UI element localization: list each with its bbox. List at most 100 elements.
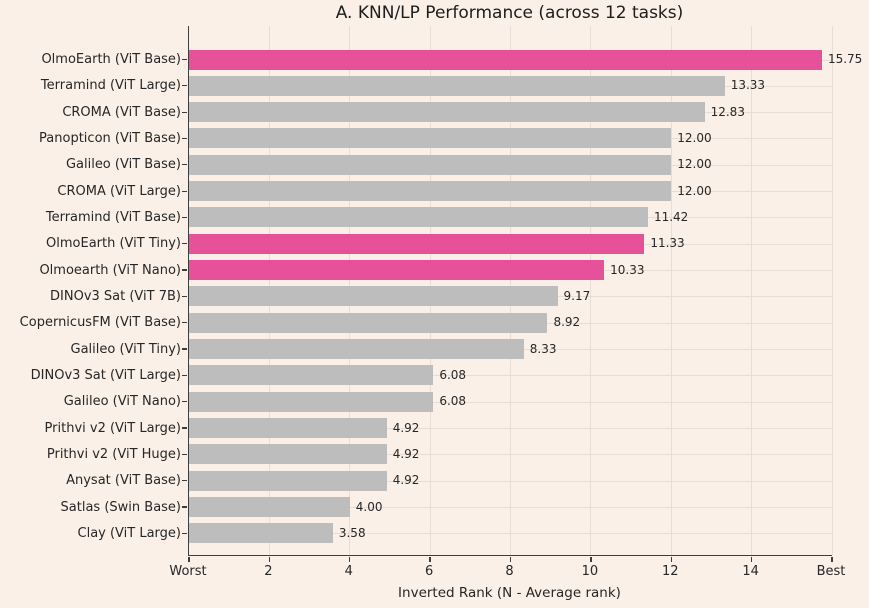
chart-bar — [189, 49, 822, 70]
x-tick-label: 4 — [344, 564, 353, 579]
chart-bar — [189, 286, 558, 307]
y-tick-mark — [182, 85, 187, 87]
y-axis-category-label: Prithvi v2 (ViT Huge) — [46, 446, 181, 462]
x-tick-mark — [831, 557, 833, 562]
chart-bar — [189, 181, 672, 202]
chart-bar — [189, 339, 524, 360]
plot-area: 15.75 13.33 12.83 12.00 12.00 12.00 11.42 11.33… — [182, 26, 862, 562]
y-tick-mark — [182, 137, 187, 140]
x-tick-label: 2 — [264, 564, 273, 579]
y-tick-mark — [182, 453, 187, 456]
gridline-horizontal — [189, 428, 832, 430]
chart-bar — [189, 102, 705, 123]
y-tick-mark — [182, 532, 187, 535]
y-tick-mark — [182, 243, 187, 245]
bar-value-label: 8.92 — [553, 315, 581, 330]
chart-bar — [189, 312, 548, 333]
gridline-vertical — [751, 26, 753, 555]
bar-value-label: 11.33 — [650, 236, 685, 251]
chart-bar — [189, 470, 387, 491]
chart-bar — [189, 260, 605, 281]
x-tick-mark — [188, 557, 190, 562]
y-axis-category-label: CROMA (ViT Large) — [57, 183, 181, 199]
bar-value-label: 3.58 — [338, 525, 366, 540]
bar-value-label: 11.42 — [653, 209, 689, 224]
x-tick-label: 12 — [661, 564, 679, 579]
x-tick-mark — [590, 557, 592, 562]
y-axis-category-label: Galileo (ViT Nano) — [63, 394, 181, 410]
gridline-horizontal — [189, 480, 832, 482]
x-tick-label: Best — [816, 564, 846, 579]
chart-bar — [189, 391, 434, 412]
y-axis-category-label: OlmoEarth (ViT Tiny) — [46, 236, 181, 252]
y-axis-category-label: CopernicusFM (ViT Base) — [19, 315, 181, 331]
y-tick-mark — [182, 164, 187, 166]
y-axis-category-label: Galileo (ViT Tiny) — [70, 341, 181, 357]
bar-value-label: 10.33 — [610, 262, 645, 277]
x-tick-mark — [349, 557, 351, 562]
chart-bar — [189, 418, 387, 439]
y-tick-mark — [182, 322, 187, 324]
chart-bar — [189, 444, 387, 465]
bar-value-label: 12.83 — [710, 104, 745, 119]
chart-bar — [189, 365, 434, 386]
chart-bar — [189, 497, 350, 518]
y-tick-mark — [182, 216, 187, 219]
y-axis-category-label: Terramind (ViT Base) — [45, 209, 181, 225]
bar-value-label: 8.33 — [529, 341, 557, 356]
x-tick-mark — [268, 557, 271, 562]
bar-value-label: 4.00 — [355, 499, 383, 514]
bar-value-label: 4.92 — [392, 473, 420, 488]
x-tick-label: 10 — [581, 564, 599, 579]
bar-value-label: 12.00 — [677, 183, 712, 198]
x-tick-mark — [750, 557, 753, 562]
bar-value-label: 15.75 — [827, 52, 863, 66]
y-axis-category-label: Satlas (Swin Base) — [60, 499, 181, 515]
chart-bar — [189, 154, 672, 175]
bar-value-label: 9.17 — [563, 288, 591, 303]
y-tick-mark — [182, 58, 187, 61]
x-tick-mark — [509, 557, 512, 562]
y-axis-category-label: Olmoearth (ViT Nano) — [39, 262, 181, 278]
x-tick-label: 8 — [505, 564, 514, 579]
gridline-horizontal — [189, 375, 832, 377]
bar-value-label: 12.00 — [677, 157, 712, 172]
y-tick-mark — [182, 374, 187, 377]
y-tick-mark — [182, 190, 187, 192]
y-tick-mark — [182, 295, 187, 298]
chart-bar — [189, 523, 333, 544]
chart-bar — [189, 207, 648, 228]
gridline-vertical — [831, 26, 833, 555]
bar-value-label: 12.00 — [677, 130, 712, 145]
x-tick-label: 14 — [742, 564, 759, 579]
y-tick-mark — [182, 480, 187, 482]
y-axis-category-label: Terramind (ViT Large) — [40, 78, 181, 94]
bar-value-label: 4.92 — [392, 420, 420, 435]
bar-value-label: 4.92 — [392, 446, 420, 461]
y-axis-category-label: Anysat (ViT Base) — [66, 473, 181, 489]
y-axis-category-label: CROMA (ViT Base) — [62, 104, 181, 120]
chart-bar — [189, 233, 645, 254]
y-axis-category-label: Prithvi v2 (ViT Large) — [44, 420, 181, 436]
y-axis-category-label: Panopticon (ViT Base) — [39, 130, 181, 146]
y-tick-mark — [182, 348, 187, 350]
x-tick-label: 6 — [424, 564, 434, 579]
chart-bar — [189, 75, 725, 96]
gridline-horizontal — [189, 454, 832, 456]
chart-title: A. KNN/LP Performance (across 12 tasks) — [335, 3, 684, 23]
bar-value-label: 13.33 — [730, 78, 766, 93]
y-axis-category-label: Clay (ViT Large) — [77, 525, 182, 541]
gridline-horizontal — [189, 533, 832, 535]
gridline-horizontal — [189, 507, 832, 509]
y-tick-mark — [182, 111, 187, 113]
x-axis-label: Inverted Rank (N - Average rank) — [398, 585, 621, 601]
gridline-horizontal — [189, 401, 832, 403]
bar-value-label: 6.08 — [439, 367, 467, 382]
y-axis-category-label: Galileo (ViT Base) — [65, 157, 181, 173]
gridline-vertical — [590, 26, 592, 555]
bar-value-label: 6.08 — [439, 394, 467, 409]
y-tick-mark — [182, 506, 187, 508]
y-tick-mark — [182, 427, 187, 429]
y-axis-category-label: DINOv3 Sat (ViT 7B) — [50, 288, 181, 304]
